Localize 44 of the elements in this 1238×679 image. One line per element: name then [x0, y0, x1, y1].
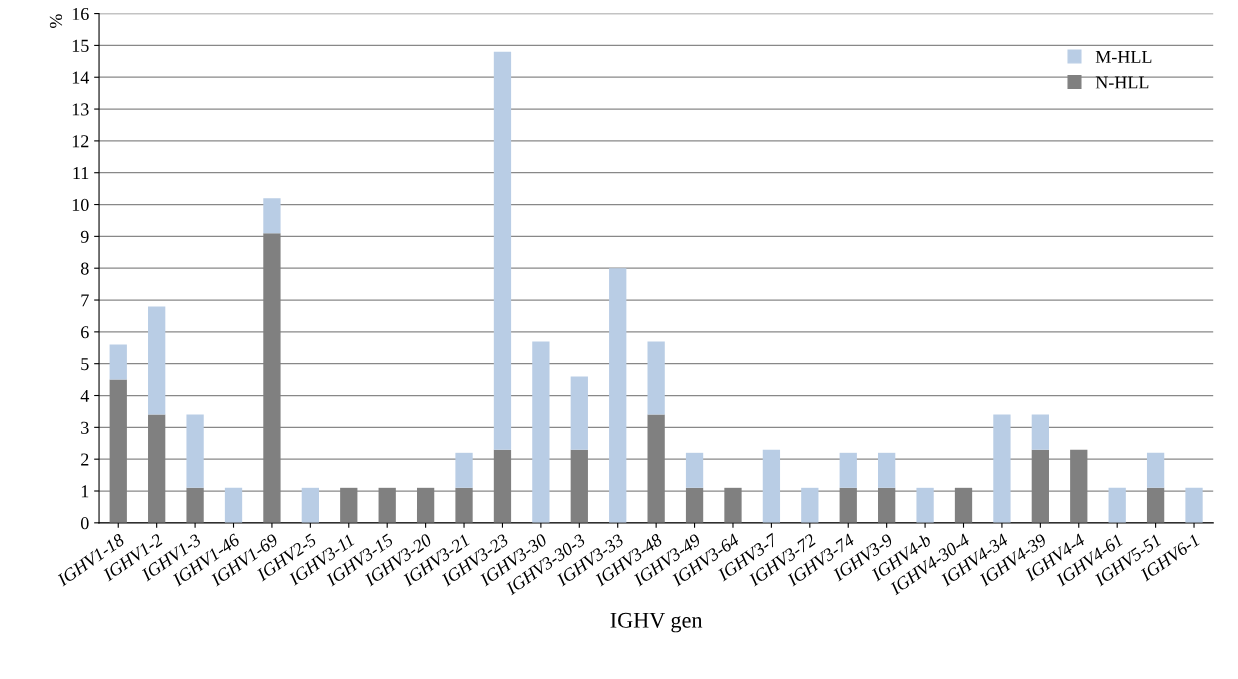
- bar: [916, 487, 934, 523]
- bar: [148, 306, 166, 415]
- bar: [1185, 487, 1203, 523]
- y-tick-label: 7: [81, 294, 89, 307]
- bar: [570, 376, 588, 450]
- bar: [532, 341, 550, 523]
- bar: [801, 487, 819, 523]
- bar: [762, 449, 781, 523]
- y-tick-label: 10: [72, 198, 89, 211]
- bar: [455, 452, 473, 488]
- y-tick-label: 2: [81, 453, 89, 466]
- bar: [224, 487, 243, 523]
- bar: [647, 341, 665, 415]
- bar: [1108, 487, 1126, 523]
- y-tick-label: 12: [72, 135, 89, 148]
- y-tick-label: 4: [80, 389, 90, 402]
- y-tick-label: 8: [80, 262, 89, 275]
- bar: [1031, 414, 1049, 450]
- bar: [186, 414, 204, 488]
- bar: [109, 344, 127, 380]
- y-tick-label: 1: [81, 485, 89, 498]
- bar: [1146, 452, 1165, 488]
- bar: [685, 452, 704, 488]
- y-tick-label: 3: [81, 421, 89, 434]
- bar: [839, 452, 857, 488]
- y-tick-label: 15: [72, 39, 89, 52]
- y-tick-label: 9: [80, 230, 89, 243]
- y-tick-label: 13: [72, 103, 89, 116]
- bar: [993, 414, 1011, 523]
- x-axis-title: IGHV gen: [610, 612, 703, 633]
- bar: [263, 198, 281, 234]
- y-tick-label: 6: [81, 326, 89, 339]
- y-tick-label: 14: [72, 71, 90, 84]
- y-tick-label: 5: [81, 358, 89, 371]
- y-tick-label: 16: [72, 7, 89, 21]
- y-tick-label: 0: [80, 517, 89, 530]
- legend-label: M-HLL: [1095, 51, 1152, 63]
- bar: [609, 268, 627, 523]
- bar: [493, 51, 512, 450]
- y-axis-title: %: [49, 14, 63, 28]
- bar: [301, 487, 319, 523]
- legend-label: N-HLL: [1095, 76, 1149, 89]
- y-tick-label: 11: [73, 167, 89, 179]
- bar: [878, 452, 896, 488]
